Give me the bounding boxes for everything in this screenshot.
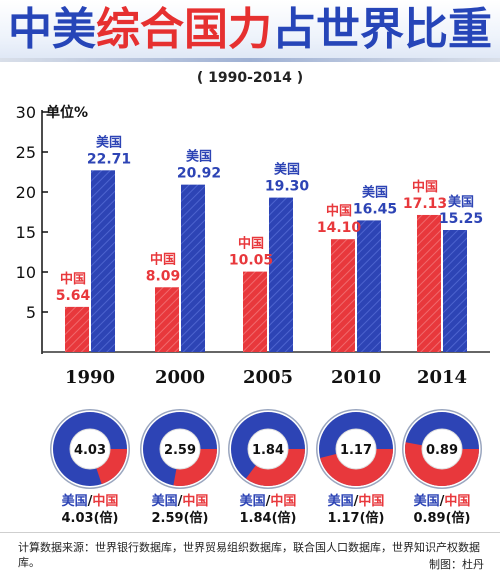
usa-series-label: 美国	[448, 194, 474, 210]
ratio-label-sep: /	[440, 494, 445, 509]
y-tick-label: 10	[16, 263, 36, 282]
ratio-label-china: 中国	[270, 493, 296, 509]
x-tick-label: 2010	[331, 367, 381, 388]
ratio-label-china: 中国	[92, 493, 118, 509]
ratio-caption: 0.89(倍)	[414, 510, 471, 526]
bar-china-2010	[331, 239, 355, 352]
title-part-3: 占世界比重	[272, 4, 492, 55]
china-value-label: 17.13	[403, 196, 447, 212]
ratio-label-usa: 美国	[152, 493, 178, 509]
china-series-label: 中国	[150, 251, 176, 267]
ratio-caption: 1.17(倍)	[328, 510, 385, 526]
usa-series-label: 美国	[274, 162, 300, 178]
ratio-label: 美国/中国	[328, 493, 385, 509]
ratio-label-sep: /	[178, 494, 183, 509]
donut-center	[247, 428, 289, 470]
y-tick-label: 5	[26, 303, 36, 322]
bar-usa-2005	[269, 197, 293, 352]
bar-china-2014	[417, 214, 441, 352]
ratio-label-usa: 美国	[414, 493, 440, 509]
y-axis-label: 单位%	[46, 105, 89, 121]
axes: 5 10 15 20 25 30 1990 2000 2005 2010 2014	[16, 103, 490, 388]
ratio-label: 美国/中国	[414, 493, 471, 509]
ratio-label: 美国/中国	[152, 493, 209, 509]
ratio-value: 1.17	[340, 443, 372, 458]
bar-china-2005	[243, 271, 267, 352]
donut-center	[159, 428, 201, 470]
donut-center	[421, 428, 463, 470]
usa-value-label: 16.45	[353, 201, 397, 217]
china-series-label: 中国	[412, 179, 438, 195]
ratio-label-china: 中国	[444, 493, 470, 509]
usa-series-label: 美国	[186, 149, 212, 165]
china-series-label: 中国	[238, 236, 264, 252]
credit: 制图：杜丹	[429, 558, 484, 571]
ratio-value: 0.89	[426, 443, 458, 458]
china-series-label: 中国	[60, 271, 86, 287]
bar-usa-1990	[91, 170, 115, 352]
bar-usa-2010	[357, 220, 381, 352]
ratio-label-usa: 美国	[62, 493, 88, 509]
china-value-label: 8.09	[146, 268, 181, 284]
source-note: 计算数据来源：世界银行数据库，世界贸易组织数据库，联合国人口数据库，世界知识产权…	[18, 541, 480, 569]
bar-china-1990	[65, 306, 89, 352]
bar-usa-2000	[181, 184, 205, 352]
title-divider	[0, 58, 500, 62]
y-tick-label: 25	[16, 143, 36, 162]
bar-china-2000	[155, 287, 179, 352]
y-tick-label: 20	[16, 183, 36, 202]
ratio-caption: 4.03(倍)	[62, 510, 119, 526]
ratio-value: 1.84	[252, 443, 284, 458]
title-band	[0, 0, 500, 62]
chart-subtitle: ( 1990-2014 )	[196, 70, 304, 86]
ratio-label-china: 中国	[358, 493, 384, 509]
usa-value-label: 19.30	[265, 179, 310, 195]
china-value-label: 10.05	[229, 253, 273, 269]
ratio-label: 美国/中国	[62, 493, 119, 509]
usa-series-label: 美国	[96, 134, 122, 150]
ratio-value: 2.59	[164, 443, 196, 458]
ratio-label-sep: /	[88, 494, 93, 509]
x-tick-label: 2014	[417, 367, 467, 388]
x-tick-label: 2000	[155, 367, 205, 388]
usa-value-label: 15.25	[439, 211, 483, 227]
china-series-label: 中国	[326, 203, 352, 219]
ratio-label-sep: /	[266, 494, 271, 509]
ratio-caption: 1.84(倍)	[240, 510, 297, 526]
title-part-2: 综合国力	[96, 4, 272, 55]
usa-value-label: 20.92	[177, 166, 221, 182]
title-part-1: 中美	[8, 4, 96, 55]
usa-series-label: 美国	[362, 184, 388, 200]
ratio-value: 4.03	[74, 443, 106, 458]
footer-divider	[0, 532, 500, 533]
bars: 中国5.64美国22.71中国8.09美国20.92中国10.05美国19.30…	[56, 134, 483, 352]
ratio-label-usa: 美国	[240, 493, 266, 509]
usa-value-label: 22.71	[87, 151, 131, 167]
ratio-donuts: 4.03美国/中国4.03(倍)2.59美国/中国2.59(倍)1.84美国/中…	[50, 409, 482, 526]
ratio-label-usa: 美国	[328, 493, 354, 509]
donut-center	[335, 428, 377, 470]
donut-center	[69, 428, 111, 470]
china-value-label: 5.64	[56, 288, 91, 304]
ratio-label-sep: /	[354, 494, 359, 509]
y-tick-label: 15	[16, 223, 36, 242]
ratio-label: 美国/中国	[240, 493, 297, 509]
china-value-label: 14.10	[317, 220, 362, 236]
y-tick-label: 30	[16, 103, 36, 122]
ratio-label-china: 中国	[182, 493, 208, 509]
bar-usa-2014	[443, 230, 467, 352]
x-tick-label: 1990	[65, 367, 115, 388]
ratio-caption: 2.59(倍)	[152, 510, 209, 526]
x-tick-label: 2005	[243, 367, 293, 388]
page-title: 中美综合国力占世界比重	[0, 4, 500, 56]
